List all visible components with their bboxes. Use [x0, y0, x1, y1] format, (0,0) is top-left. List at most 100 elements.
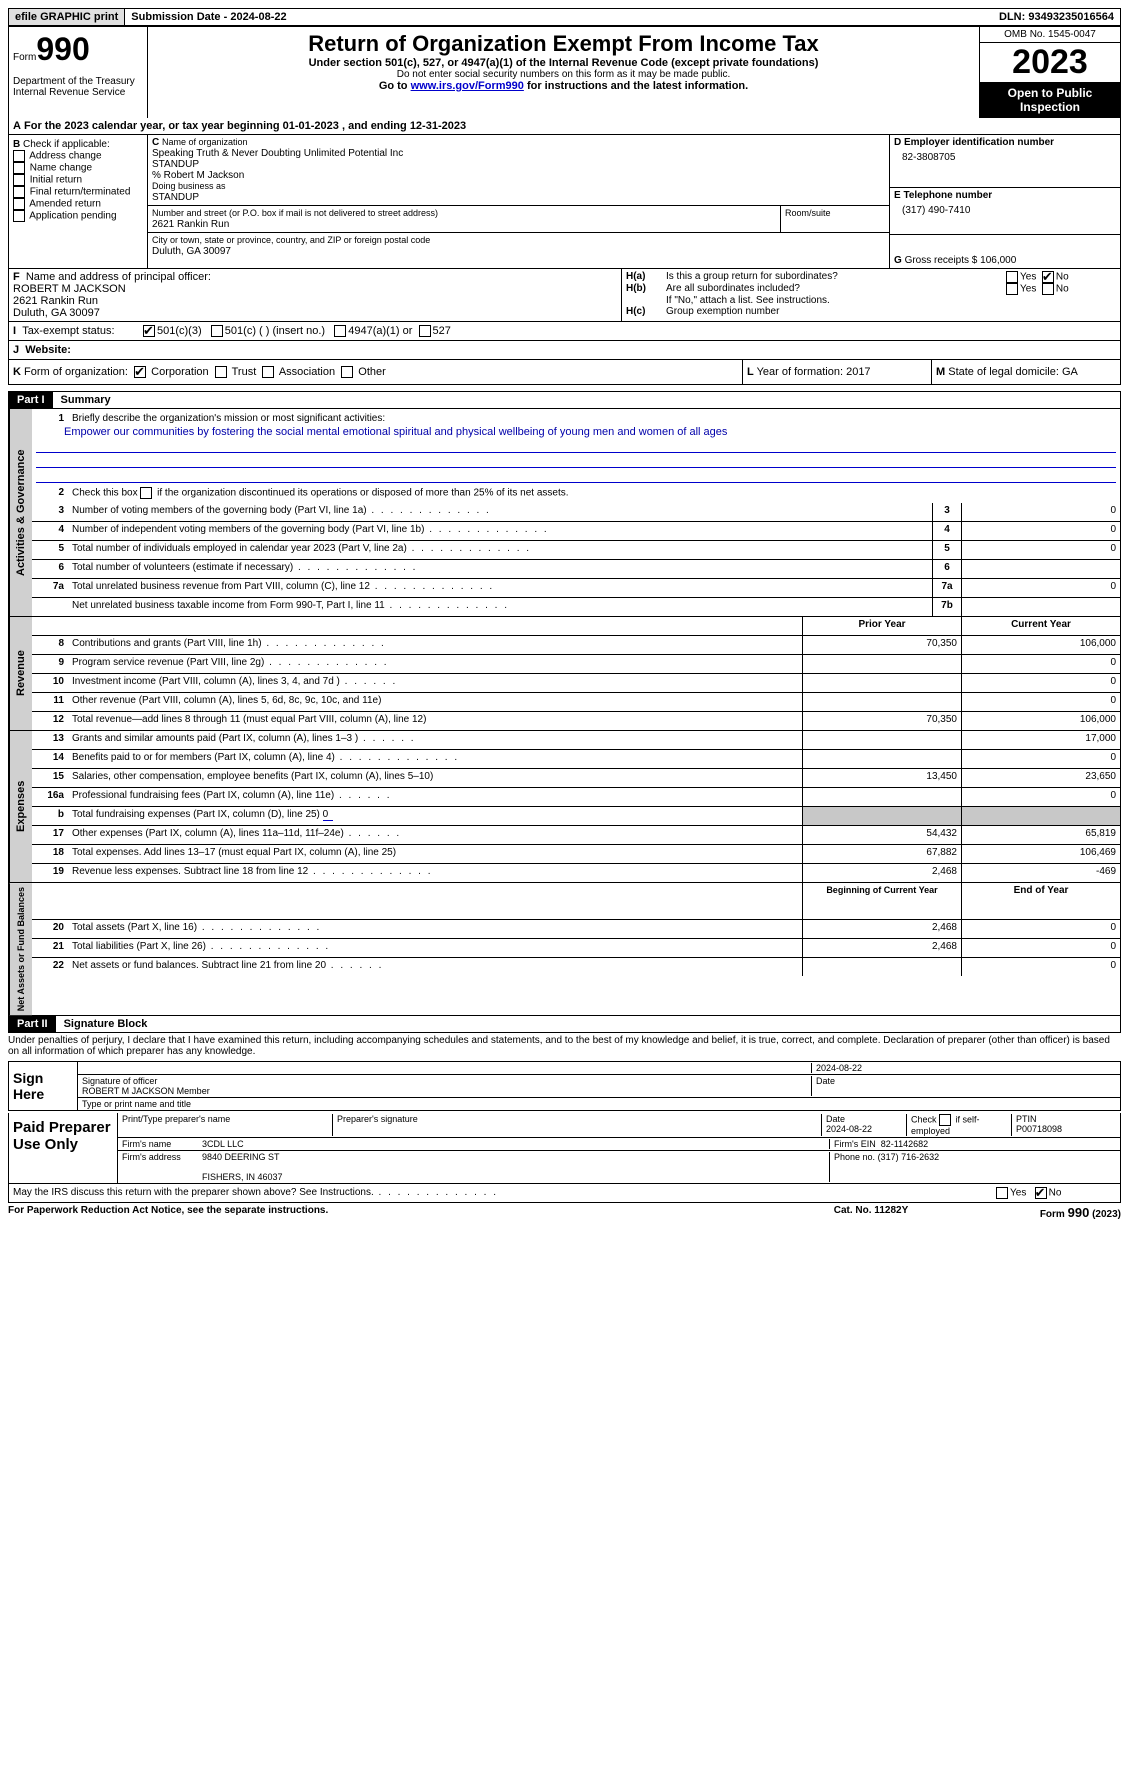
- 501c-label: 501(c) ( ) (insert no.): [225, 325, 325, 337]
- line-16a-label: Professional fundraising fees (Part IX, …: [68, 788, 802, 806]
- line-18-prior: 67,882: [802, 845, 961, 863]
- line-16b-value: 0: [323, 809, 333, 821]
- line-16b-prior-grey: [802, 807, 961, 825]
- line-3-label: Number of voting members of the governin…: [68, 503, 932, 521]
- cb-discuss-yes[interactable]: [996, 1187, 1008, 1199]
- cb-501c[interactable]: [211, 325, 223, 337]
- revenue-body: Prior YearCurrent Year 8Contributions an…: [32, 617, 1120, 730]
- page-footer: For Paperwork Reduction Act Notice, see …: [8, 1203, 1121, 1222]
- cb-ha-no[interactable]: [1042, 271, 1054, 283]
- irs-link[interactable]: www.irs.gov/Form990: [411, 80, 524, 92]
- begin-year-header: Beginning of Current Year: [802, 883, 961, 901]
- sig-type-label: Type or print name and title: [78, 1098, 1120, 1110]
- firm-ein-value: 82-1142682: [881, 1139, 928, 1149]
- line-13-prior: [802, 731, 961, 749]
- line-21-end: 0: [961, 939, 1120, 957]
- label-b: B: [13, 139, 20, 150]
- cb-application-pending[interactable]: [13, 210, 25, 222]
- cb-corporation[interactable]: [134, 366, 146, 378]
- line-22-label: Net assets or fund balances. Subtract li…: [68, 958, 802, 976]
- form-number: 990: [36, 31, 89, 67]
- line-1-label: Briefly describe the organization's miss…: [68, 411, 1120, 426]
- cb-hb-no[interactable]: [1042, 283, 1054, 295]
- sign-here-label: Sign Here: [9, 1062, 78, 1110]
- cb-final-return[interactable]: [13, 186, 25, 198]
- cb-4947[interactable]: [334, 325, 346, 337]
- cb-name-change[interactable]: [13, 162, 25, 174]
- revenue-side-label: Revenue: [9, 617, 32, 730]
- cb-discuss-no[interactable]: [1035, 1187, 1047, 1199]
- cb-ha-yes[interactable]: [1006, 271, 1018, 283]
- cb-other[interactable]: [341, 366, 353, 378]
- prior-year-header: Prior Year: [802, 617, 961, 635]
- line-12-current: 106,000: [961, 712, 1120, 730]
- prep-sig-label: Preparer's signature: [332, 1114, 821, 1136]
- firm-name-label: Firm's name: [122, 1139, 202, 1149]
- line-15-prior: 13,450: [802, 769, 961, 787]
- label-ha: H(a): [626, 271, 645, 282]
- 4947-label: 4947(a)(1) or: [348, 325, 412, 337]
- cb-self-employed[interactable]: [939, 1114, 951, 1126]
- trust-label: Trust: [232, 366, 257, 378]
- footer-mid: Cat. No. 11282Y: [771, 1205, 971, 1220]
- mission-line-3: [36, 468, 1116, 483]
- line-20-label: Total assets (Part X, line 16): [68, 920, 802, 938]
- tax-year-line: A For the 2023 calendar year, or tax yea…: [8, 118, 1121, 135]
- line-8-label: Contributions and grants (Part VIII, lin…: [68, 636, 802, 654]
- ein-cell: D Employer identification number 82-3808…: [890, 135, 1120, 188]
- cb-amended-return[interactable]: [13, 198, 25, 210]
- form-label: Form: [13, 52, 36, 63]
- discuss-no-label: No: [1049, 1188, 1062, 1199]
- application-pending-label: Application pending: [29, 211, 116, 222]
- line-19-label: Revenue less expenses. Subtract line 18 …: [68, 864, 802, 882]
- cb-501c3[interactable]: [143, 325, 155, 337]
- cb-address-change[interactable]: [13, 150, 25, 162]
- line-4-value: 0: [961, 522, 1120, 540]
- label-m: M: [936, 366, 945, 378]
- revenue-table: Revenue Prior YearCurrent Year 8Contribu…: [8, 617, 1121, 731]
- open-to-public: Open to Public Inspection: [980, 82, 1120, 118]
- line-16a-prior: [802, 788, 961, 806]
- header-left: Form990 Department of the Treasury Inter…: [9, 27, 148, 118]
- gross-receipts-cell: G Gross receipts $ 106,000: [890, 235, 1120, 268]
- submission-date: Submission Date - 2024-08-22: [125, 9, 292, 25]
- cb-trust[interactable]: [215, 366, 227, 378]
- amended-return-label: Amended return: [29, 199, 101, 210]
- firm-phone-label: Phone no.: [834, 1152, 875, 1162]
- firm-addr-label: Firm's address: [122, 1152, 202, 1182]
- form-org-label: Form of organization:: [24, 366, 128, 378]
- domicile-label: State of legal domicile:: [948, 366, 1062, 378]
- cb-initial-return[interactable]: [13, 174, 25, 186]
- ty-begin: 01-01-2023: [283, 120, 339, 132]
- officer-name: ROBERT M JACKSON: [13, 283, 126, 295]
- line-9-prior: [802, 655, 961, 673]
- org-name-block: C Name of organization Speaking Truth & …: [148, 135, 889, 206]
- cb-association[interactable]: [262, 366, 274, 378]
- tax-status-row: I Tax-exempt status: 501(c)(3) 501(c) ( …: [8, 321, 1121, 340]
- ty-mid: , and ending: [342, 120, 410, 132]
- label-a: A: [13, 120, 21, 132]
- current-year-header: Current Year: [961, 617, 1120, 635]
- efile-print-button[interactable]: efile GRAPHIC print: [9, 9, 125, 25]
- hb-yes-label: Yes: [1020, 284, 1036, 295]
- label-hb: H(b): [626, 283, 646, 294]
- org-name-1: Speaking Truth & Never Doubting Unlimite…: [152, 148, 403, 159]
- line-14-label: Benefits paid to or for members (Part IX…: [68, 750, 802, 768]
- expenses-table: Expenses 13Grants and similar amounts pa…: [8, 731, 1121, 883]
- officer-street: 2621 Rankin Run: [13, 295, 98, 307]
- goto-post: for instructions and the latest informat…: [524, 80, 748, 92]
- submission-label: Submission Date -: [131, 11, 230, 23]
- prep-ptin-cell: PTINP00718098: [1011, 1114, 1116, 1136]
- governance-body: 1Briefly describe the organization's mis…: [32, 409, 1120, 616]
- cb-discontinued[interactable]: [140, 487, 152, 499]
- part2-header: Part II: [9, 1016, 56, 1032]
- cb-527[interactable]: [419, 325, 431, 337]
- officer-info: F Name and address of principal officer:…: [9, 269, 621, 321]
- cb-hb-yes[interactable]: [1006, 283, 1018, 295]
- goto-pre: Go to: [379, 80, 411, 92]
- firm-ein-label: Firm's EIN: [834, 1139, 876, 1149]
- dln-label: DLN:: [999, 11, 1028, 23]
- instructions-line: Go to www.irs.gov/Form990 for instructio…: [152, 80, 975, 92]
- label-j: J: [13, 344, 19, 356]
- expenses-side-label: Expenses: [9, 731, 32, 882]
